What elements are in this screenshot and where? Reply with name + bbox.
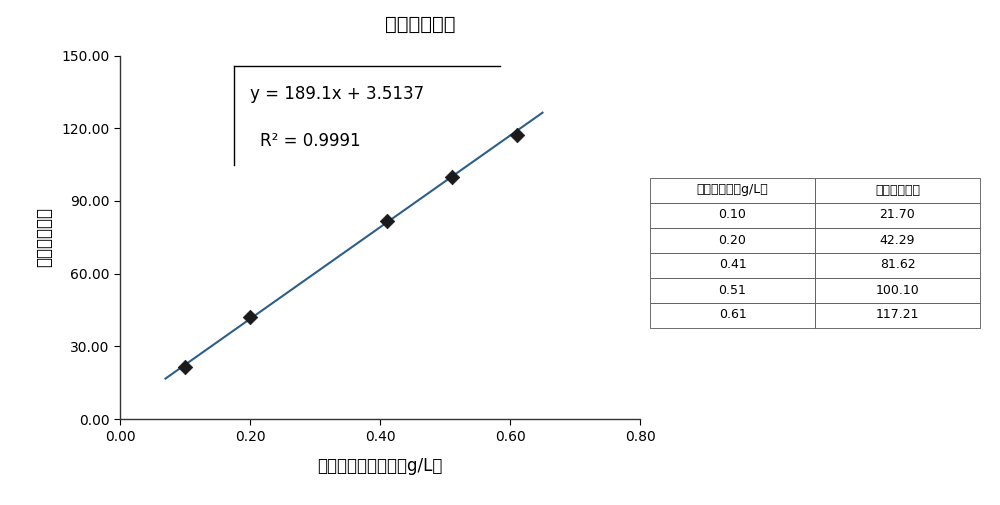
Point <box>242 313 258 321</box>
Point <box>177 363 193 371</box>
X-axis label: 对照品瓜氨酸浓度（g/L）: 对照品瓜氨酸浓度（g/L） <box>317 458 443 475</box>
Point <box>444 173 460 181</box>
Point <box>378 217 394 225</box>
Text: R² = 0.9991: R² = 0.9991 <box>260 132 361 150</box>
Text: y = 189.1x + 3.5137: y = 189.1x + 3.5137 <box>250 85 424 103</box>
Y-axis label: 瓜氨酸峰面积: 瓜氨酸峰面积 <box>35 208 53 267</box>
Text: 瓜氨酸线性图: 瓜氨酸线性图 <box>385 15 455 34</box>
Point <box>508 131 524 139</box>
